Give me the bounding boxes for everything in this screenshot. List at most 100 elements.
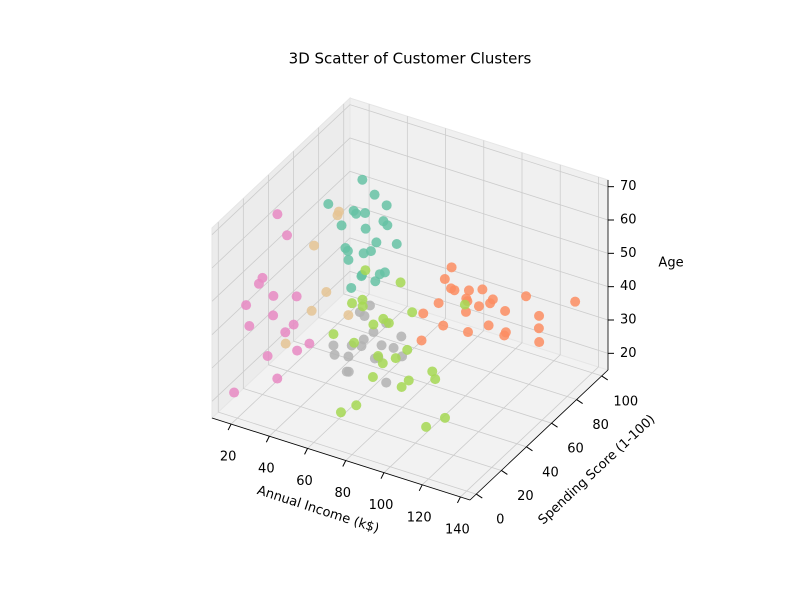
point: [272, 373, 283, 384]
grid-line: [211, 104, 609, 235]
x-tick: [227, 423, 232, 431]
point: [463, 285, 474, 296]
chart-title: 3D Scatter of Customer Clusters: [289, 50, 532, 68]
point: [377, 358, 388, 369]
point: [336, 220, 347, 231]
point: [485, 298, 496, 309]
grid-line: [211, 237, 609, 369]
y-tick-label: 80: [592, 418, 609, 433]
point: [439, 412, 450, 423]
y-axis: [469, 369, 609, 501]
point: [376, 340, 387, 351]
point: [328, 329, 339, 340]
point: [382, 220, 393, 231]
point: [367, 372, 378, 383]
y-tick: [551, 422, 558, 428]
grid-line: [343, 103, 602, 377]
point: [534, 310, 545, 321]
point: [368, 327, 379, 338]
grid-line: [293, 151, 552, 424]
point: [373, 350, 384, 361]
point: [483, 320, 494, 331]
point: [244, 320, 255, 331]
grid-line: [211, 270, 609, 402]
point: [430, 374, 441, 385]
x-tick-label: 120: [407, 510, 432, 525]
point: [433, 298, 444, 309]
x-tick-label: 40: [258, 462, 275, 477]
x-tick-label: 140: [445, 522, 470, 537]
grid-line: [345, 140, 485, 461]
point: [378, 313, 389, 324]
point: [473, 301, 484, 312]
point: [395, 277, 406, 288]
point: [360, 223, 371, 234]
x-axis: [211, 417, 471, 501]
point: [343, 254, 354, 265]
point: [328, 340, 339, 351]
point: [421, 421, 432, 432]
x-tick: [342, 460, 347, 467]
y-tick-label: 40: [542, 465, 559, 480]
grid-line: [242, 198, 502, 471]
point: [403, 375, 414, 386]
z-tick-label: 20: [620, 346, 637, 361]
point: [343, 351, 354, 362]
point: [368, 319, 379, 330]
grid-line: [211, 170, 609, 302]
point: [459, 299, 470, 310]
point: [357, 294, 368, 305]
point: [381, 200, 392, 211]
point: [306, 305, 317, 316]
point: [396, 381, 407, 392]
y-tick-label: 100: [613, 394, 638, 409]
point: [346, 298, 357, 309]
grid-line: [460, 176, 599, 498]
point: [381, 377, 392, 388]
point: [449, 285, 460, 296]
point: [477, 284, 488, 295]
y-tick: [475, 493, 483, 499]
point: [343, 310, 354, 321]
x-tick: [304, 448, 309, 455]
point: [365, 246, 376, 257]
grid-line: [211, 137, 609, 269]
x-axis-label: Annual Income (k$): [255, 483, 381, 537]
point: [379, 267, 390, 278]
point: [407, 307, 418, 318]
point: [533, 323, 544, 334]
grid-line: [421, 164, 561, 486]
point: [340, 243, 351, 254]
point: [288, 319, 299, 330]
grid-line: [318, 127, 577, 400]
x-tick: [380, 472, 385, 479]
z-tick-label: 60: [620, 213, 637, 228]
point: [462, 327, 473, 338]
point: [390, 353, 401, 364]
grid-line: [269, 116, 408, 437]
y-tick-label: 0: [496, 513, 504, 528]
point: [268, 290, 279, 301]
x-tick: [456, 496, 461, 504]
x-tick-label: 80: [335, 486, 352, 501]
point: [534, 337, 545, 348]
point: [427, 366, 438, 377]
point: [348, 205, 359, 216]
point: [351, 400, 362, 411]
z-tick-label: 50: [620, 246, 637, 261]
point: [280, 338, 291, 349]
x-tick-label: 60: [296, 474, 313, 489]
z-axis-label: Age: [658, 256, 683, 271]
point: [241, 300, 252, 311]
y-tick: [501, 470, 508, 475]
point: [282, 230, 293, 241]
z-tick-label: 40: [620, 279, 637, 294]
z-tick-label: 30: [620, 313, 637, 328]
y-tick-label: 20: [517, 489, 534, 504]
point: [359, 311, 370, 322]
point: [438, 320, 449, 331]
point: [360, 265, 371, 276]
point: [292, 345, 303, 356]
point: [343, 366, 354, 377]
